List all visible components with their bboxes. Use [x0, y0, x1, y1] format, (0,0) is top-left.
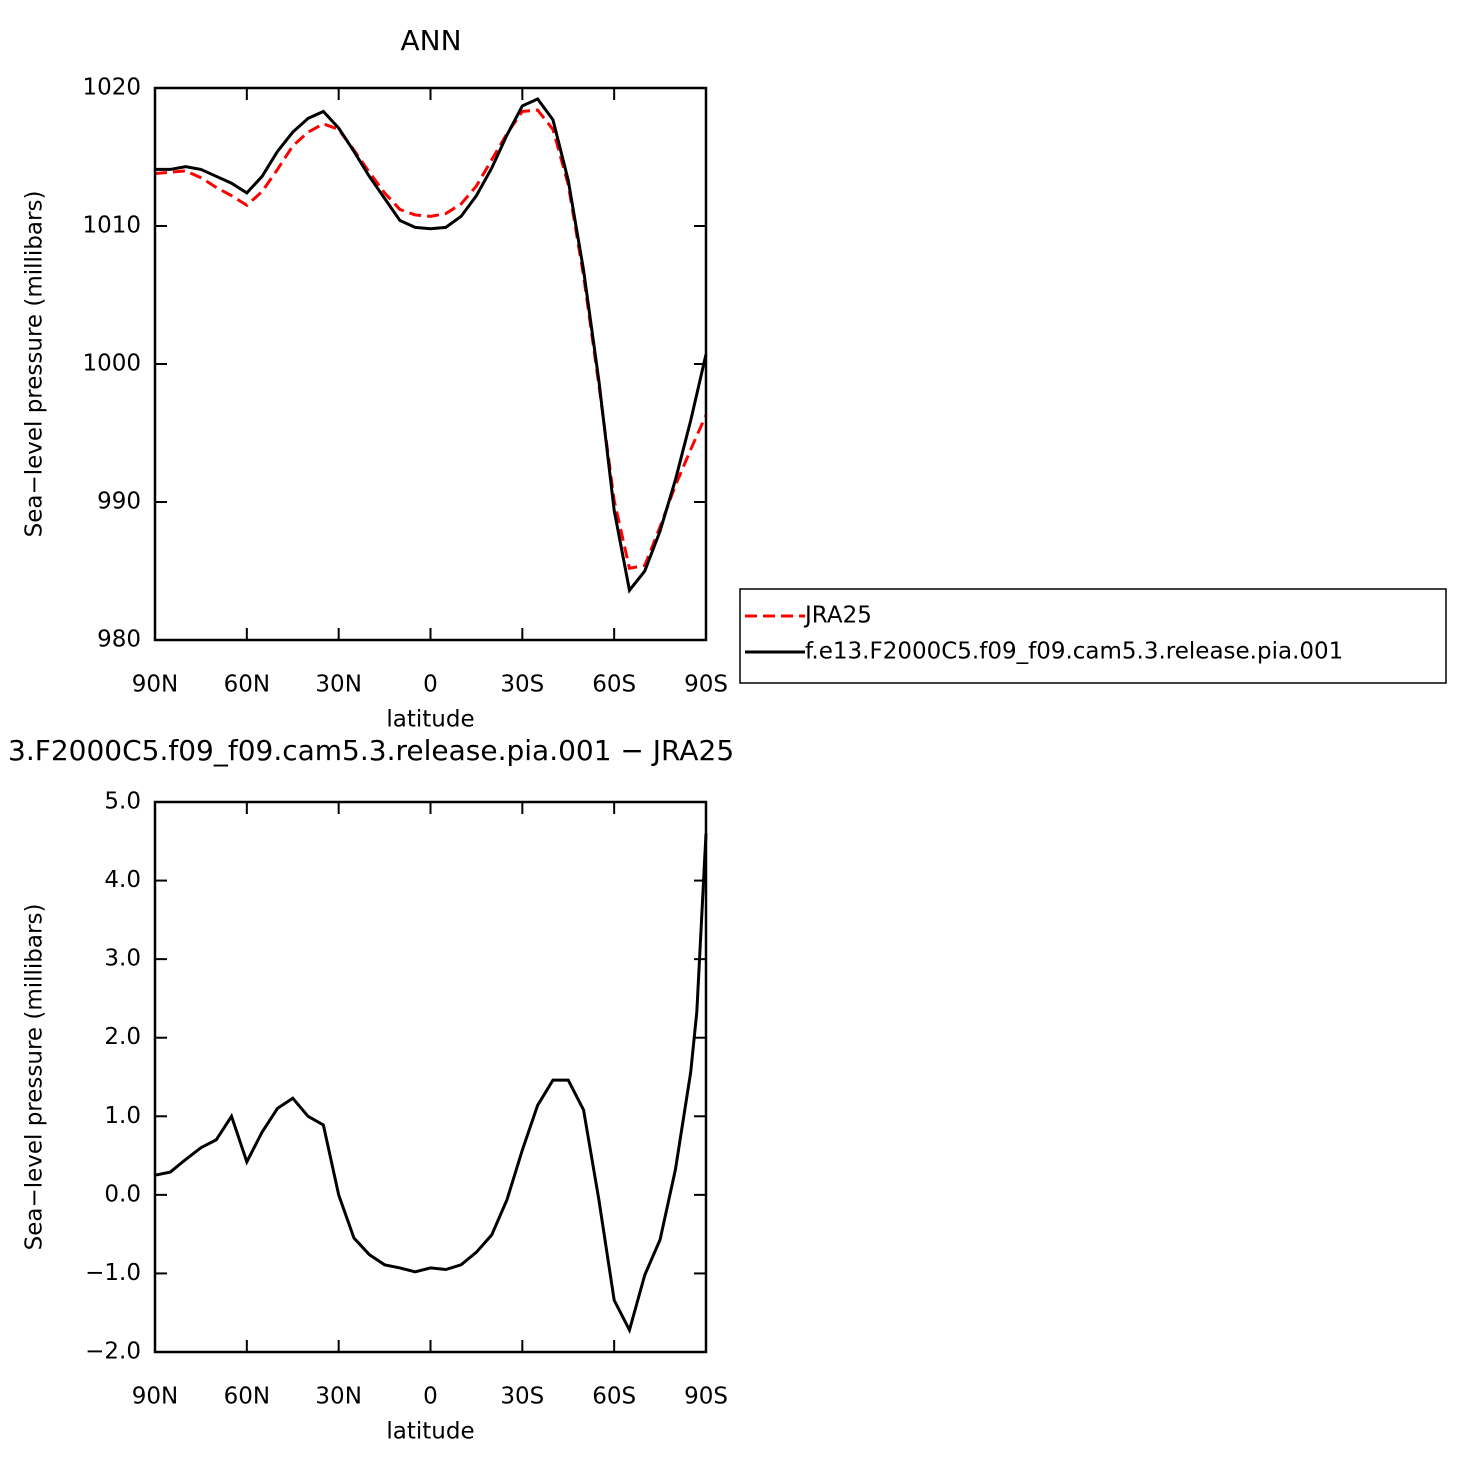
x-tick-label: 60S [592, 672, 636, 698]
series-line [154, 108, 708, 570]
x-tick-label: 90N [132, 672, 178, 698]
y-tick-label: 1000 [82, 351, 141, 377]
y-tick-label: 0.0 [104, 1181, 141, 1207]
x-tick-label: 30N [315, 672, 361, 698]
x-tick-label: 90S [684, 672, 728, 698]
x-tick-label: 90S [684, 1384, 728, 1410]
chart-title: ANN [400, 24, 461, 57]
plot-frame [153, 86, 708, 642]
y-tick-label: −1.0 [85, 1260, 141, 1286]
legend-label: JRA25 [803, 603, 872, 629]
y-tick-label: 5.0 [104, 789, 141, 815]
y-tick-label: 1020 [82, 75, 141, 101]
y-tick-label: 990 [97, 489, 141, 515]
x-tick-label: 60N [224, 1384, 270, 1410]
plot-frame [153, 800, 708, 1354]
x-axis-label: latitude [386, 707, 474, 733]
y-axis-label: Sea−level pressure (millibars) [22, 191, 48, 538]
x-tick-label: 90N [132, 1384, 178, 1410]
x-tick-label: 60S [592, 1384, 636, 1410]
x-axis-label: latitude [386, 1419, 474, 1445]
y-tick-label: 980 [97, 627, 141, 653]
y-axis-label: Sea−level pressure (millibars) [22, 904, 48, 1251]
legend-box [739, 588, 1447, 684]
y-tick-label: 3.0 [104, 946, 141, 972]
legend-label: f.e13.F2000C5.f09_f09.cam5.3.release.pia… [805, 639, 1343, 665]
x-tick-label: 0 [423, 672, 438, 698]
y-tick-label: 4.0 [104, 867, 141, 893]
series-line [154, 833, 708, 1335]
x-tick-label: 60N [224, 672, 270, 698]
y-tick-label: −2.0 [85, 1339, 141, 1365]
y-tick-label: 1.0 [104, 1103, 141, 1129]
x-tick-label: 30N [315, 1384, 361, 1410]
series-line [155, 97, 708, 594]
x-tick-label: 30S [500, 1384, 544, 1410]
y-tick-label: 2.0 [104, 1024, 141, 1050]
chart-title: 3.F2000C5.f09_f09.cam5.3.release.pia.001… [8, 734, 734, 767]
x-tick-label: 30S [500, 672, 544, 698]
y-tick-label: 1010 [82, 213, 141, 239]
x-tick-label: 0 [423, 1384, 438, 1410]
